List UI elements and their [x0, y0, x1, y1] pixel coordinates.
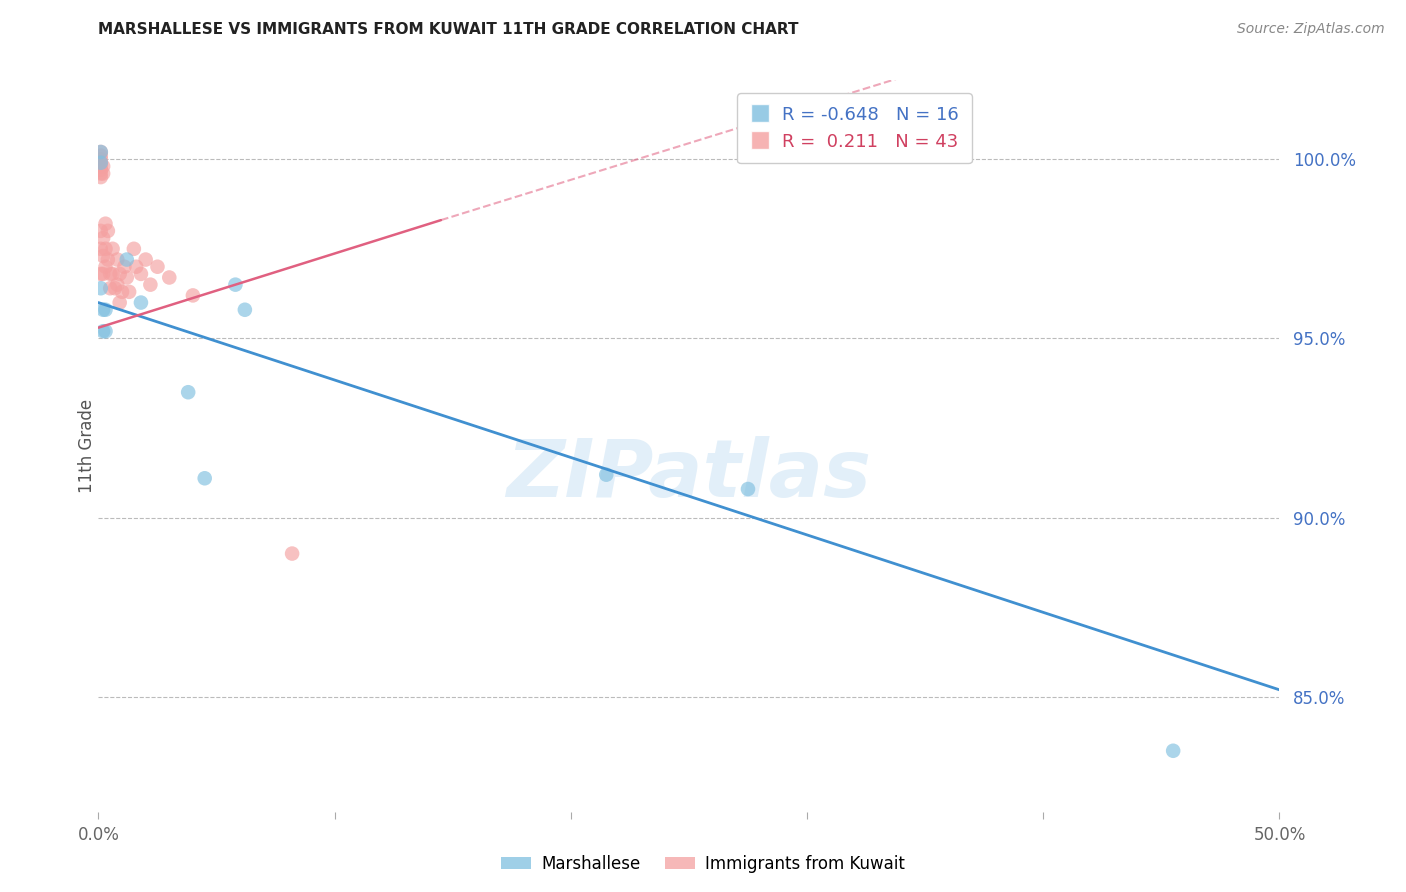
Text: MARSHALLESE VS IMMIGRANTS FROM KUWAIT 11TH GRADE CORRELATION CHART: MARSHALLESE VS IMMIGRANTS FROM KUWAIT 11…	[98, 22, 799, 37]
Point	[135, 252, 157, 267]
Legend: Marshallese, Immigrants from Kuwait: Marshallese, Immigrants from Kuwait	[495, 848, 911, 880]
Point	[94, 302, 117, 317]
Point	[129, 267, 152, 281]
Y-axis label: 11th Grade: 11th Grade	[79, 399, 96, 493]
Point	[281, 547, 304, 561]
Point	[91, 324, 114, 338]
Point	[1161, 744, 1184, 758]
Point	[91, 231, 114, 245]
Point	[90, 267, 112, 281]
Point	[112, 260, 135, 274]
Text: ZIPatlas: ZIPatlas	[506, 436, 872, 515]
Point	[101, 242, 124, 256]
Point	[91, 167, 114, 181]
Point	[97, 252, 120, 267]
Point	[233, 302, 256, 317]
Point	[104, 281, 127, 295]
Point	[101, 267, 124, 281]
Point	[139, 277, 162, 292]
Point	[118, 285, 141, 299]
Point	[91, 159, 114, 173]
Point	[94, 260, 117, 274]
Point	[90, 170, 112, 185]
Point	[177, 385, 200, 400]
Point	[194, 471, 217, 485]
Point	[129, 295, 152, 310]
Point	[90, 155, 112, 169]
Point	[181, 288, 204, 302]
Point	[108, 267, 131, 281]
Point	[91, 302, 114, 317]
Point	[122, 242, 145, 256]
Point	[90, 162, 112, 177]
Point	[90, 242, 112, 256]
Point	[90, 281, 112, 295]
Legend: R = -0.648   N = 16, R =  0.211   N = 43: R = -0.648 N = 16, R = 0.211 N = 43	[737, 93, 972, 163]
Point	[94, 217, 117, 231]
Point	[90, 148, 112, 162]
Point	[108, 295, 131, 310]
Text: Source: ZipAtlas.com: Source: ZipAtlas.com	[1237, 22, 1385, 37]
Point	[94, 242, 117, 256]
Point	[105, 252, 128, 267]
Point	[146, 260, 169, 274]
Point	[90, 224, 112, 238]
Point	[97, 224, 120, 238]
Point	[90, 152, 112, 166]
Point	[115, 252, 138, 267]
Point	[94, 324, 117, 338]
Point	[90, 167, 112, 181]
Point	[90, 159, 112, 173]
Point	[595, 467, 617, 482]
Point	[105, 277, 128, 292]
Point	[157, 270, 180, 285]
Point	[90, 145, 112, 159]
Point	[98, 281, 121, 295]
Point	[91, 267, 114, 281]
Point	[90, 155, 112, 169]
Point	[115, 270, 138, 285]
Point	[91, 249, 114, 263]
Point	[224, 277, 246, 292]
Point	[125, 260, 148, 274]
Point	[90, 145, 112, 159]
Point	[98, 267, 121, 281]
Point	[737, 482, 759, 496]
Point	[111, 285, 134, 299]
